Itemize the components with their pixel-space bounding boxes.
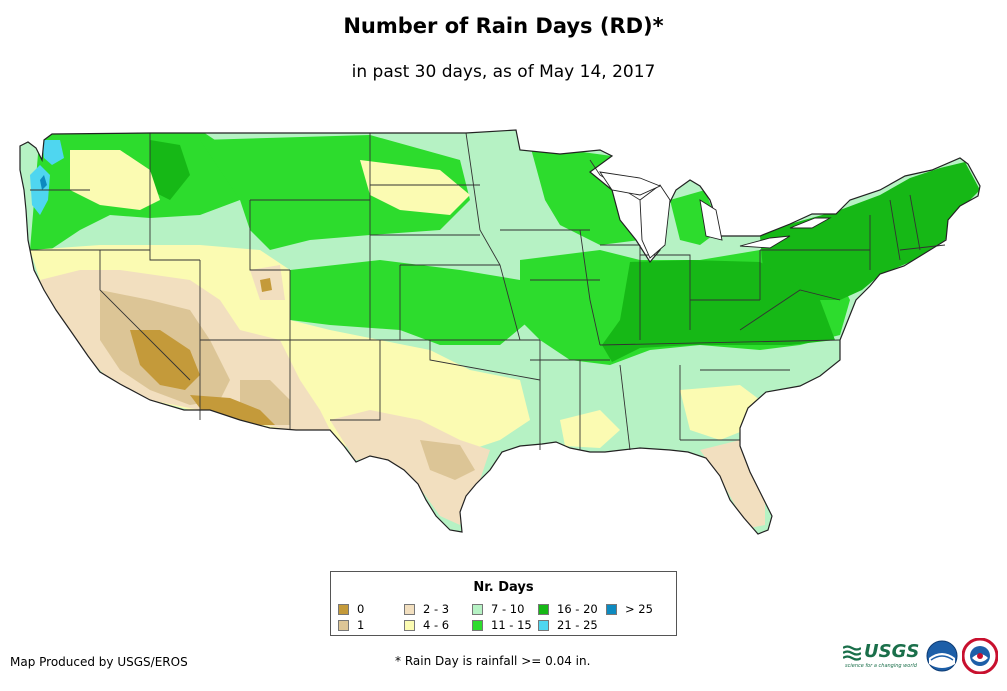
- legend-item-0: 0: [338, 603, 364, 616]
- rain-day-fill: [20, 130, 980, 534]
- legend-swatch: [606, 604, 617, 615]
- legend-swatch: [338, 620, 349, 631]
- map-title: Number of Rain Days (RD)*: [343, 14, 664, 38]
- legend-swatch: [472, 620, 483, 631]
- nws-logo: [962, 638, 998, 674]
- credit-text: Map Produced by USGS/EROS: [10, 655, 188, 669]
- legend-label: 4 - 6: [423, 618, 450, 632]
- usgs-wave-icon: [843, 645, 861, 661]
- map-subtitle: in past 30 days, as of May 14, 2017: [351, 62, 656, 82]
- legend: Nr. Days 0 1 2 - 3 4 - 6 7 - 10 11 - 15 …: [330, 571, 677, 636]
- legend-swatch: [538, 604, 549, 615]
- legend-item-4: 7 - 10: [472, 603, 524, 616]
- legend-swatch: [472, 604, 483, 615]
- legend-label: 1: [357, 618, 365, 632]
- state-borders: [30, 132, 946, 451]
- legend-title: Nr. Days: [473, 580, 534, 595]
- legend-label: > 25: [625, 602, 653, 616]
- legend-swatch: [338, 604, 349, 615]
- legend-item-3: 4 - 6: [404, 619, 449, 632]
- legend-swatch: [404, 620, 415, 631]
- usgs-logo-text: USGS: [864, 641, 920, 662]
- legend-item-5: 11 - 15: [472, 619, 532, 632]
- legend-label: 0: [357, 602, 365, 616]
- legend-label: 11 - 15: [491, 618, 532, 632]
- legend-label: 16 - 20: [557, 602, 598, 616]
- footnote-text: * Rain Day is rainfall >= 0.04 in.: [395, 654, 591, 668]
- great-lakes: [599, 171, 832, 259]
- noaa-logo: [926, 640, 958, 672]
- legend-item-1: 1: [338, 619, 364, 632]
- legend-item-2: 2 - 3: [404, 603, 449, 616]
- legend-swatch: [538, 620, 549, 631]
- legend-item-8: > 25: [606, 603, 653, 616]
- usgs-tagline: science for a changing world: [845, 663, 917, 669]
- legend-label: 21 - 25: [557, 618, 598, 632]
- legend-label: 7 - 10: [491, 602, 525, 616]
- legend-swatch: [404, 604, 415, 615]
- usgs-logo: USGS science for a changing world: [843, 640, 919, 670]
- legend-label: 2 - 3: [423, 602, 450, 616]
- legend-item-6: 16 - 20: [538, 603, 598, 616]
- legend-item-7: 21 - 25: [538, 619, 598, 632]
